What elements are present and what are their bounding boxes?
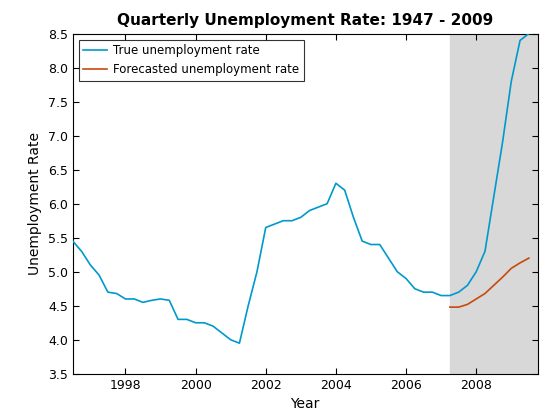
Forecasted unemployment rate (517, 260, 524, 265)
True unemployment rate (236, 341, 243, 346)
Forecasted unemployment rate (464, 302, 471, 307)
Forecasted unemployment rate (473, 297, 479, 302)
Legend: True unemployment rate, Forecasted unemployment rate: True unemployment rate, Forecasted unemp… (79, 39, 304, 81)
Title: Quarterly Unemployment Rate: 1947 - 2009: Quarterly Unemployment Rate: 1947 - 2009 (117, 13, 493, 28)
Line: True unemployment rate: True unemployment rate (73, 34, 529, 343)
True unemployment rate (482, 249, 488, 254)
Y-axis label: Unemployment Rate: Unemployment Rate (29, 132, 43, 275)
Forecasted unemployment rate (499, 275, 506, 280)
True unemployment rate (69, 239, 76, 244)
Bar (450, 34, 538, 374)
Forecasted unemployment rate (491, 283, 497, 288)
X-axis label: Year: Year (291, 397, 320, 411)
Forecasted unemployment rate (482, 291, 488, 296)
True unemployment rate (525, 31, 532, 36)
Forecasted unemployment rate (446, 304, 453, 310)
Forecasted unemployment rate (525, 256, 532, 261)
Forecasted unemployment rate (508, 266, 515, 271)
True unemployment rate (192, 320, 199, 326)
True unemployment rate (429, 290, 436, 295)
Line: Forecasted unemployment rate: Forecasted unemployment rate (450, 258, 529, 307)
Forecasted unemployment rate (455, 304, 462, 310)
True unemployment rate (341, 188, 348, 193)
True unemployment rate (367, 242, 374, 247)
True unemployment rate (350, 215, 357, 220)
